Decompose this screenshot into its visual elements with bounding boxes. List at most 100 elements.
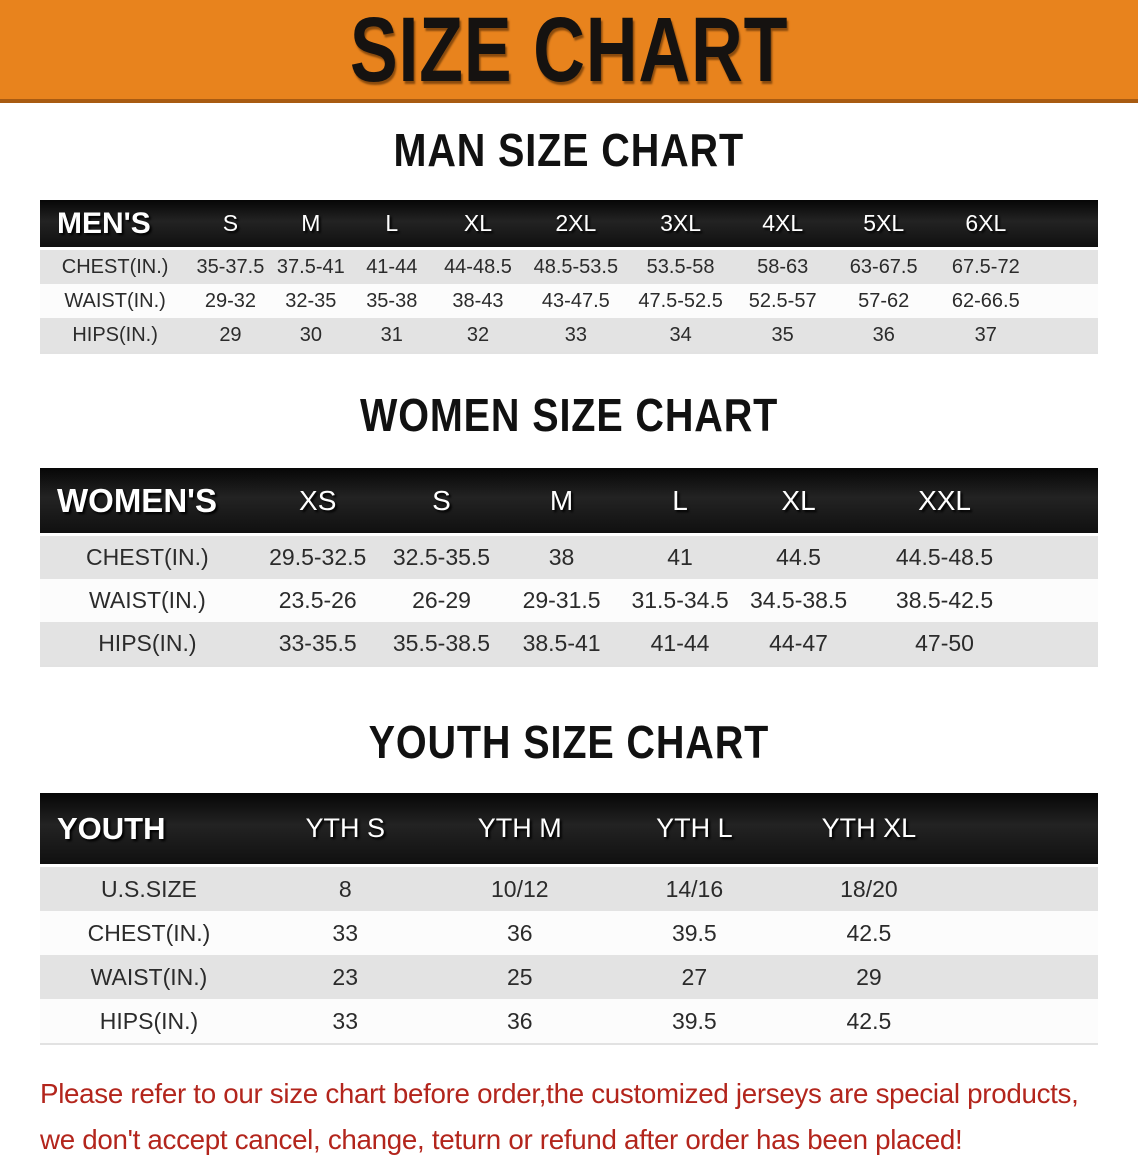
row-label: CHEST(IN.): [40, 534, 255, 579]
men-section-title: MAN SIZE CHART: [393, 124, 745, 176]
row-label: HIPS(IN.): [40, 999, 258, 1044]
youth-section-title: YOUTH SIZE CHART: [368, 716, 770, 768]
size-value: 41-44: [351, 248, 433, 284]
size-value: 39.5: [607, 999, 782, 1044]
size-value: 27: [607, 955, 782, 999]
column-header: 4XL: [732, 200, 833, 250]
size-value: 39.5: [607, 911, 782, 955]
column-header: YTH S: [257, 793, 433, 867]
spacer-cell: [956, 865, 1098, 911]
spacer-cell: [956, 999, 1098, 1044]
size-value: 33: [257, 911, 433, 955]
column-header: 2XL: [523, 200, 629, 250]
size-value: 32-35: [270, 284, 352, 318]
youth-size-section: YOUTH SIZE CHART YOUTH YTH S YTH M YTH L YTH…: [0, 667, 1138, 1045]
size-value: 36: [432, 999, 608, 1044]
row-label: CHEST(IN.): [40, 911, 258, 955]
table-row: WAIST(IN.) 29-32 32-35 35-38 38-43 43-47.5 47.…: [40, 284, 1098, 318]
table-row: HIPS(IN.) 33 36 39.5 42.5: [40, 999, 1098, 1044]
size-value: 29.5-32.5: [254, 534, 381, 579]
size-value: 52.5-57: [732, 284, 833, 318]
spacer-cell: [1031, 579, 1098, 622]
column-header: YTH XL: [781, 793, 957, 867]
row-label: HIPS(IN.): [40, 622, 255, 666]
size-value: 33-35.5: [254, 622, 381, 666]
column-header: XL: [432, 200, 524, 250]
size-value: 34: [628, 318, 733, 353]
men-size-table: MEN'S S M L XL 2XL 3XL 4XL 5XL 6XL CHEST(IN.) 35-37…: [40, 200, 1098, 354]
spacer-cell: [1031, 534, 1098, 579]
size-value: 38: [502, 534, 621, 579]
size-value: 38.5-41: [502, 622, 621, 666]
size-value: 30: [270, 318, 352, 353]
spacer-cell: [1036, 318, 1098, 353]
women-size-section: WOMEN SIZE CHART WOMEN'S XS S M L XL XXL CHEST(…: [0, 354, 1138, 667]
size-value: 44-48.5: [432, 248, 524, 284]
women-size-table: WOMEN'S XS S M L XL XXL CHEST(IN.) 29.5-32.5 32.5…: [40, 468, 1098, 667]
column-header: 5XL: [832, 200, 936, 250]
size-value: 53.5-58: [628, 248, 733, 284]
size-value: 57-62: [832, 284, 936, 318]
column-header: S: [190, 200, 271, 250]
column-header: M: [502, 468, 621, 536]
column-header: 6XL: [935, 200, 1037, 250]
header-row: MEN'S S M L XL 2XL 3XL 4XL 5XL 6XL: [40, 200, 1098, 250]
size-value: 29: [190, 318, 271, 353]
size-value: 38.5-42.5: [857, 579, 1032, 622]
table-row: HIPS(IN.) 33-35.5 35.5-38.5 38.5-41 41-44 44-…: [40, 622, 1098, 666]
size-value: 67.5-72: [935, 248, 1037, 284]
size-value: 31: [351, 318, 433, 353]
size-value: 44.5-48.5: [857, 534, 1032, 579]
disclaimer-text: Please refer to our size chart before or…: [40, 1071, 1118, 1163]
header-row: WOMEN'S XS S M L XL XXL: [40, 468, 1098, 536]
disclaimer-line-1: Please refer to our size chart before or…: [40, 1078, 1079, 1109]
spacer-cell: [1031, 622, 1098, 666]
men-header-label: MEN'S: [40, 200, 191, 250]
size-value: 33: [257, 999, 433, 1044]
size-value: 58-63: [732, 248, 833, 284]
size-value: 8: [257, 865, 433, 911]
table-row: WAIST(IN.) 23 25 27 29: [40, 955, 1098, 999]
table-row: WAIST(IN.) 23.5-26 26-29 29-31.5 31.5-34.5 34…: [40, 579, 1098, 622]
youth-header-label: YOUTH: [40, 793, 258, 867]
table-row: CHEST(IN.) 35-37.5 37.5-41 41-44 44-48.5 48.5…: [40, 248, 1098, 284]
size-value: 44-47: [739, 622, 858, 666]
spacer-cell: [1036, 248, 1098, 284]
size-value: 38-43: [432, 284, 524, 318]
size-value: 36: [432, 911, 608, 955]
size-value: 10/12: [432, 865, 608, 911]
men-size-section: MAN SIZE CHART MEN'S S M L XL 2XL 3XL 4XL 5XL 6XL…: [0, 103, 1138, 354]
size-value: 35.5-38.5: [380, 622, 503, 666]
size-value: 23: [257, 955, 433, 999]
youth-size-table: YOUTH YTH S YTH M YTH L YTH XL U.S.SIZE 8 10/12…: [40, 793, 1098, 1045]
size-value: 34.5-38.5: [739, 579, 858, 622]
size-value: 31.5-34.5: [620, 579, 740, 622]
column-header: XXL: [857, 468, 1032, 536]
row-label: WAIST(IN.): [40, 284, 191, 318]
header-row: YOUTH YTH S YTH M YTH L YTH XL: [40, 793, 1098, 867]
row-label: WAIST(IN.): [40, 579, 255, 622]
page-title: SIZE CHART: [349, 0, 789, 101]
column-header: L: [620, 468, 740, 536]
spacer-cell: [1036, 200, 1098, 250]
size-value: 29: [781, 955, 957, 999]
spacer-cell: [956, 911, 1098, 955]
disclaimer-line-2: we don't accept cancel, change, teturn o…: [40, 1124, 963, 1155]
size-value: 43-47.5: [523, 284, 629, 318]
column-header: YTH M: [432, 793, 608, 867]
table-row: CHEST(IN.) 33 36 39.5 42.5: [40, 911, 1098, 955]
size-value: 48.5-53.5: [523, 248, 629, 284]
size-value: 41-44: [620, 622, 740, 666]
row-label: HIPS(IN.): [40, 318, 191, 353]
spacer-cell: [956, 793, 1098, 867]
size-value: 37: [935, 318, 1037, 353]
size-value: 42.5: [781, 911, 957, 955]
size-value: 35-37.5: [190, 248, 271, 284]
spacer-cell: [1036, 284, 1098, 318]
women-header-label: WOMEN'S: [40, 468, 255, 536]
column-header: YTH L: [607, 793, 782, 867]
row-label: U.S.SIZE: [40, 865, 258, 911]
row-label: WAIST(IN.): [40, 955, 258, 999]
size-value: 47-50: [857, 622, 1032, 666]
women-section-title: WOMEN SIZE CHART: [359, 389, 779, 441]
